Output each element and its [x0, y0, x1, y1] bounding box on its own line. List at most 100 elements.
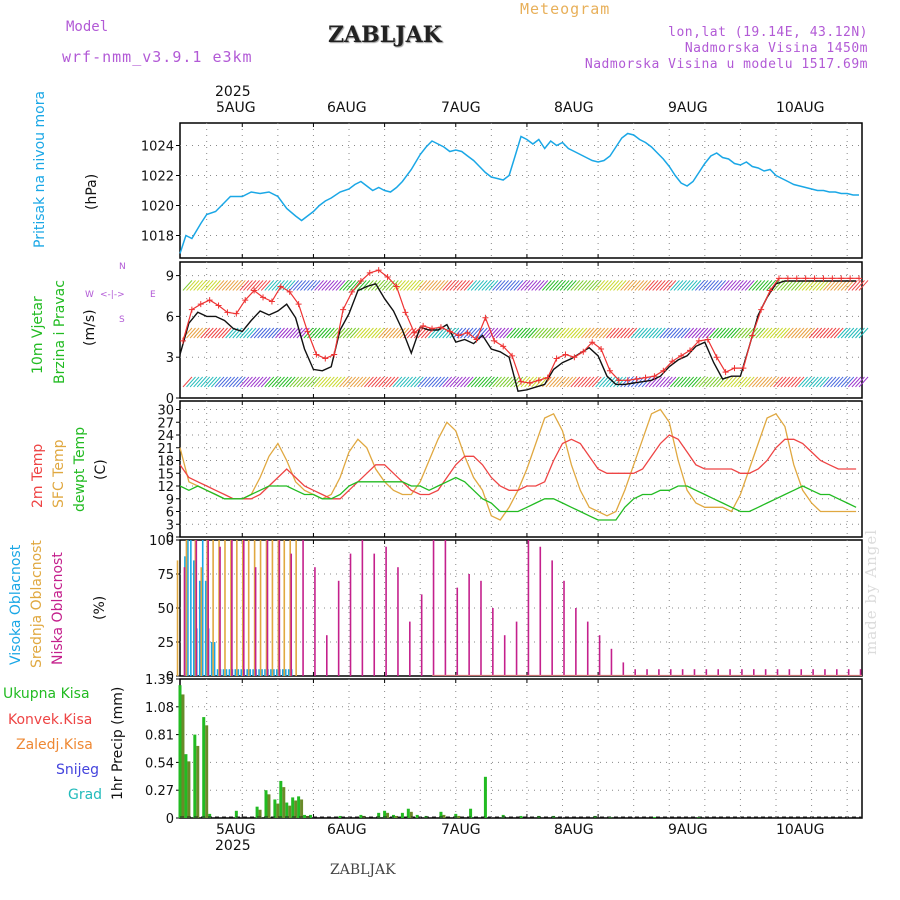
precip-total-bar	[377, 812, 381, 818]
wind-gust-marker	[500, 343, 507, 350]
wind-barb	[552, 327, 563, 339]
wind-barb	[769, 376, 780, 388]
wind-barb	[630, 280, 641, 291]
wind-barb	[321, 376, 332, 388]
wind-barb	[805, 327, 816, 339]
y-tick-label: 50	[157, 602, 174, 617]
wind-barb	[645, 280, 655, 291]
precip-conv-bar	[205, 725, 209, 818]
precip-total-bar	[255, 806, 259, 818]
wind-gust-marker	[322, 355, 329, 362]
wind-barb	[435, 376, 445, 388]
wind-barb	[257, 327, 268, 339]
wind-barb	[513, 280, 524, 291]
wind-barb	[470, 280, 481, 291]
wind-barb	[513, 327, 524, 339]
wind-barb	[349, 376, 360, 388]
wind-barb	[623, 327, 634, 339]
wind-barb	[780, 327, 791, 339]
wind-barb	[787, 376, 798, 388]
wind-barb	[645, 327, 655, 339]
legend-conv-precip: Konvek.Kisa	[8, 712, 93, 728]
wind-barb	[506, 327, 517, 339]
wind-barb	[794, 376, 805, 388]
wind-barb	[300, 280, 310, 291]
wind-barb	[243, 376, 253, 388]
wind-gust-marker	[553, 355, 560, 362]
wind-barb	[634, 327, 645, 339]
wind-barb	[367, 376, 378, 388]
wind-barb	[485, 327, 495, 339]
wind-barb	[335, 280, 346, 291]
wind-barb	[431, 280, 442, 291]
wind-barb	[278, 376, 289, 388]
wind-barb	[275, 327, 285, 339]
wind-barb	[766, 280, 776, 291]
wind-barb	[833, 376, 844, 388]
wind-barb	[463, 376, 474, 388]
wind-barb	[741, 376, 751, 388]
wind-barb	[787, 280, 798, 291]
wind-barb	[741, 327, 751, 339]
wind-barb	[855, 327, 865, 339]
legend-frz-precip: Zaledj.Kisa	[16, 737, 93, 753]
wind-barb	[481, 376, 492, 388]
wind-barb	[545, 327, 556, 339]
wind-barb	[812, 376, 823, 388]
wind-barb	[431, 376, 442, 388]
wind-barb	[687, 376, 698, 388]
wind-barb	[506, 280, 517, 291]
wind-barb	[641, 327, 652, 339]
wind-barb	[388, 376, 399, 388]
wind-barb	[413, 376, 424, 388]
wind-barb	[257, 280, 268, 291]
compass-arrow: <-|->	[100, 290, 125, 300]
wind-gust-marker	[402, 309, 409, 316]
wind-barb	[705, 376, 716, 388]
wind-barb	[456, 280, 467, 291]
wind-barb	[239, 327, 250, 339]
wind-barb	[517, 327, 527, 339]
lonlat-label: lon,lat (19.14E, 43.12N)	[668, 25, 868, 40]
wind-barb	[253, 376, 264, 388]
wind-gust-marker	[375, 267, 382, 274]
wind-barb	[719, 327, 730, 339]
model-label: Model	[66, 19, 109, 35]
wind-barb	[794, 327, 805, 339]
wind-barb	[342, 280, 353, 291]
wind-barb	[598, 280, 609, 291]
wind-barb	[321, 280, 332, 291]
wind-barb	[787, 327, 798, 339]
wind-barb	[858, 280, 869, 291]
wind-barb	[823, 376, 833, 388]
year-top: 2025	[215, 84, 251, 100]
wind-barb	[727, 376, 737, 388]
wind-barb	[378, 376, 389, 388]
wind-barb	[232, 327, 243, 339]
y-tick-label: 0	[166, 670, 174, 685]
wind-barb	[289, 376, 300, 388]
wind-barb	[239, 280, 250, 291]
wind-barb	[356, 327, 367, 339]
y-tick-label: 1.08	[145, 701, 174, 716]
wind-barb	[574, 280, 584, 291]
wind-barb	[791, 376, 801, 388]
wind-barb	[755, 327, 766, 339]
compass-w: W	[85, 290, 94, 300]
wind-barb	[702, 376, 712, 388]
wind-barb	[374, 376, 385, 388]
wind-barb	[211, 280, 221, 291]
wind-barb	[680, 376, 691, 388]
wind-barb	[360, 327, 371, 339]
wind-gust-marker	[624, 377, 631, 384]
wind-barb	[260, 376, 271, 388]
wind-barb	[474, 376, 485, 388]
wind-barb	[203, 376, 214, 388]
wind-barb	[346, 327, 357, 339]
wind-barb	[652, 376, 663, 388]
wind-gust-marker	[331, 351, 338, 358]
wind-barb	[399, 376, 410, 388]
wind-barb	[759, 376, 769, 388]
wind-barb	[677, 376, 687, 388]
wind-barb	[477, 376, 488, 388]
